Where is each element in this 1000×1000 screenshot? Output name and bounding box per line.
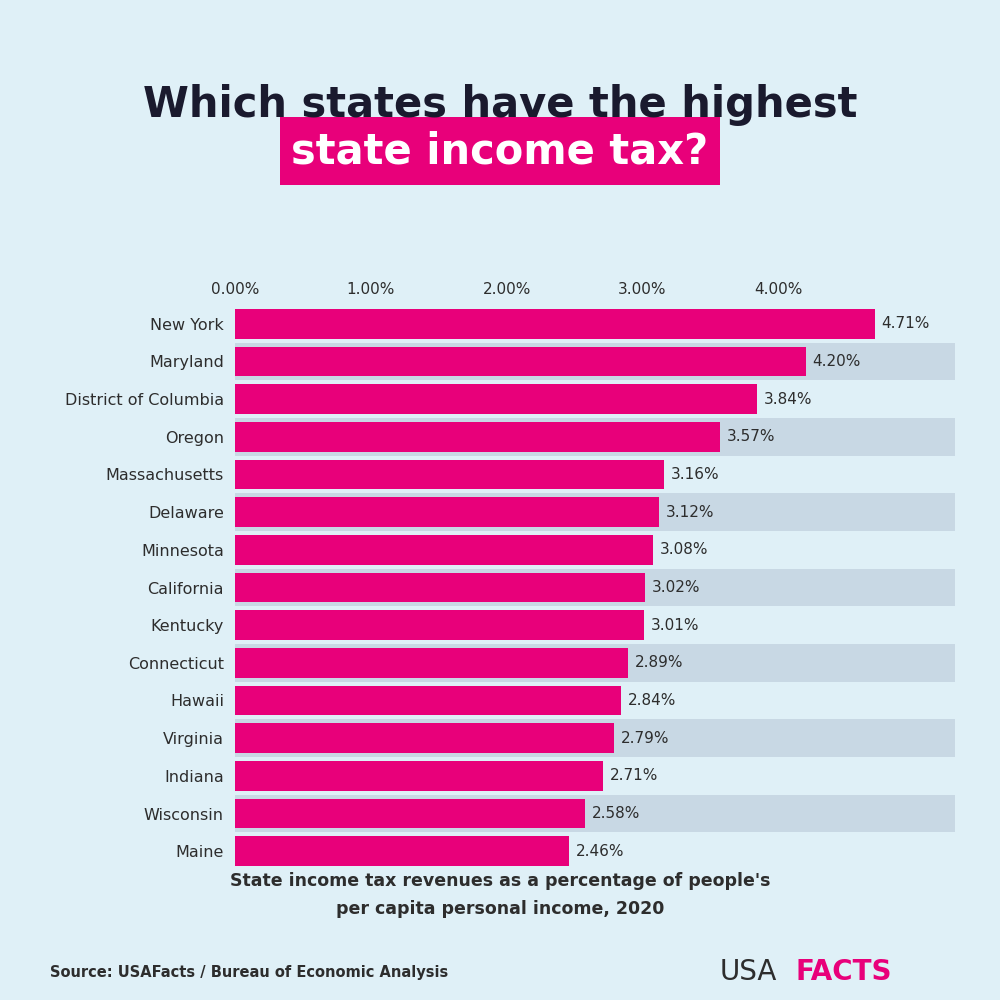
Bar [235,384,757,414]
Bar [235,644,955,682]
Text: 3.57%: 3.57% [727,429,775,444]
Bar [235,682,955,719]
Bar [235,456,955,493]
Bar [235,719,955,757]
Text: FACTS: FACTS [795,958,892,986]
Text: Which states have the highest: Which states have the highest [143,84,857,126]
Bar [235,493,955,531]
Text: 2.46%: 2.46% [576,844,624,859]
Text: 4.20%: 4.20% [812,354,861,369]
Text: 2.89%: 2.89% [634,655,683,670]
Bar [235,761,603,791]
Bar [235,347,806,376]
Bar [235,648,628,678]
Text: 3.08%: 3.08% [660,542,709,557]
Bar [235,422,720,452]
Bar [235,836,569,866]
Text: Source: USAFacts / Bureau of Economic Analysis: Source: USAFacts / Bureau of Economic An… [50,964,448,980]
Bar [235,343,955,380]
Bar [235,569,955,606]
Text: 3.01%: 3.01% [651,618,699,633]
Bar [235,418,955,456]
Bar [235,497,659,527]
Bar [235,832,955,870]
Text: 3.12%: 3.12% [666,505,714,520]
Bar [235,460,664,489]
Bar [235,535,653,565]
Bar [235,309,875,339]
Bar [235,380,955,418]
Bar [235,757,955,795]
Bar [235,795,955,832]
Text: 2.58%: 2.58% [592,806,641,821]
Text: 2.71%: 2.71% [610,768,658,783]
Text: 3.84%: 3.84% [763,392,812,407]
Text: 2.79%: 2.79% [621,731,669,746]
Text: 3.02%: 3.02% [652,580,701,595]
Text: 3.16%: 3.16% [671,467,720,482]
Bar [235,531,955,569]
Bar [235,606,955,644]
Text: state income tax?: state income tax? [291,130,709,172]
Bar [235,723,614,753]
Text: 4.71%: 4.71% [882,316,930,331]
Bar [235,610,644,640]
Bar [235,305,955,343]
Bar [235,686,621,715]
Text: USA: USA [720,958,777,986]
Text: 2.84%: 2.84% [628,693,676,708]
Text: State income tax revenues as a percentage of people's
per capita personal income: State income tax revenues as a percentag… [230,872,770,918]
Bar [235,573,645,602]
Bar [235,799,585,828]
